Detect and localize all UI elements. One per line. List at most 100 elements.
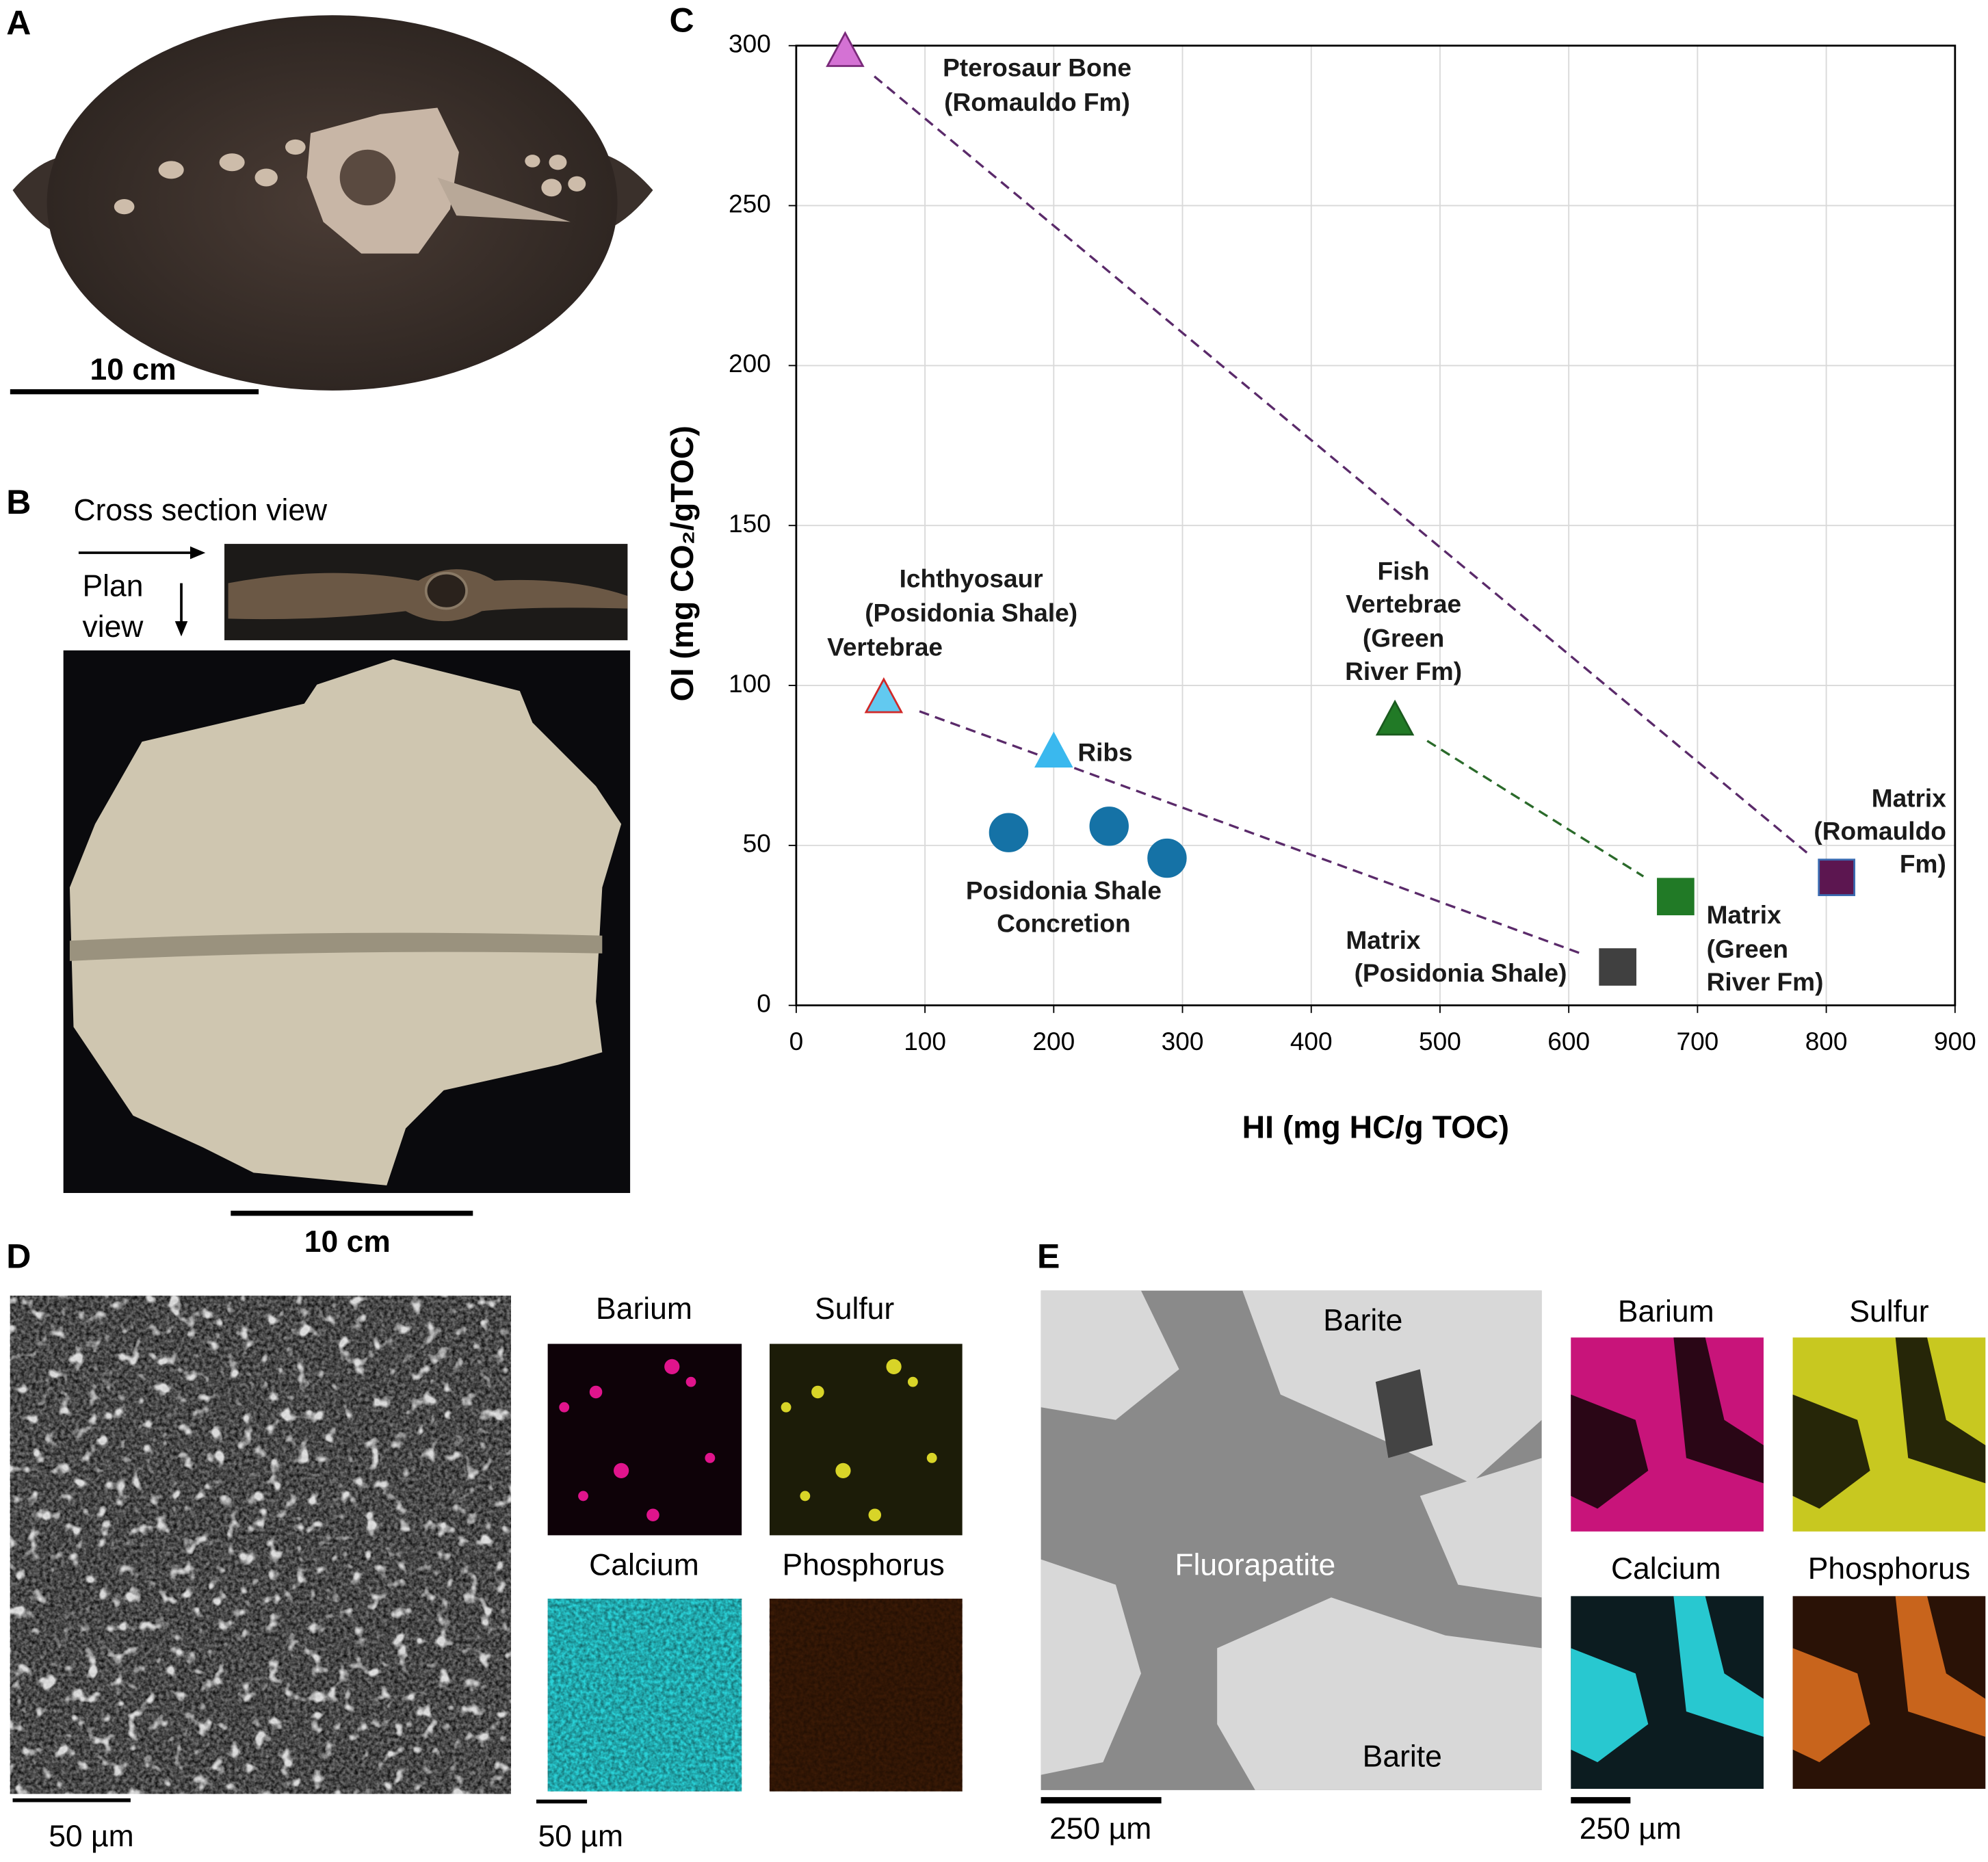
y-tick-label: 250 xyxy=(729,189,771,218)
panel-b: B Cross section view Plan view 10 cm xyxy=(6,483,631,1259)
point-label: Ribs xyxy=(1077,738,1132,767)
arrow-head xyxy=(174,621,188,637)
point-label: Fish xyxy=(1378,557,1430,586)
scale-label: 50 µm xyxy=(49,1820,133,1853)
panel-d: D 50 µm Barium Sulfur Calcium Phosphorus… xyxy=(6,1237,963,1853)
x-tick-label: 200 xyxy=(1032,1027,1075,1055)
point-label: (Romauldo Fm) xyxy=(944,88,1130,116)
panel-a: A 10 cm xyxy=(6,3,653,395)
view-label: Plan xyxy=(82,570,143,603)
map-calcium-texture xyxy=(547,1599,742,1792)
mineral-label: Fluorapatite xyxy=(1175,1548,1335,1582)
map-calcium-bright xyxy=(1571,1596,1764,1763)
map-label: Barium xyxy=(1618,1295,1714,1328)
panel-letter: E xyxy=(1037,1237,1060,1276)
map-sulfur-dark xyxy=(1792,1337,1986,1509)
map-label: Sulfur xyxy=(1849,1295,1928,1328)
x-tick-label: 800 xyxy=(1805,1027,1848,1055)
map-label: Sulfur xyxy=(815,1292,894,1326)
circle-marker xyxy=(1089,807,1129,846)
point-label: Posidonia Shale xyxy=(966,876,1162,905)
x-tick-label: 600 xyxy=(1547,1027,1590,1055)
point-label: River Fm) xyxy=(1707,967,1824,996)
scale-label: 50 µm xyxy=(538,1820,623,1853)
triangle-marker xyxy=(864,677,904,713)
map-label: Calcium xyxy=(589,1548,699,1582)
point-label: (Posidonia Shale) xyxy=(865,599,1077,627)
point-label: Vertebrae xyxy=(827,633,943,661)
point-label: Ichthyosaur xyxy=(900,564,1043,593)
sem-barite xyxy=(10,1296,511,1794)
view-label: view xyxy=(82,610,144,644)
x-tick-label: 100 xyxy=(904,1027,946,1055)
point-label: Concretion xyxy=(997,909,1131,938)
trend-line xyxy=(1426,739,1645,878)
panel-letter: A xyxy=(6,3,31,42)
cross-section-vertebra xyxy=(424,571,468,610)
panel-letter: D xyxy=(6,1237,31,1276)
y-tick-label: 0 xyxy=(757,988,771,1017)
map-barium-specks xyxy=(559,1359,716,1521)
map-phosphorus-bright xyxy=(1792,1596,1986,1763)
view-label: Cross section view xyxy=(73,494,328,527)
scale-label: 10 cm xyxy=(90,353,176,386)
map-barium-dark xyxy=(1571,1337,1764,1509)
triangle-marker xyxy=(1034,731,1073,768)
photo-bone xyxy=(437,177,571,222)
point-label: River Fm) xyxy=(1345,657,1462,685)
point-label: Matrix xyxy=(1872,783,1947,812)
plot-frame xyxy=(795,44,1957,1007)
square-marker xyxy=(1818,858,1855,896)
map-label: Barium xyxy=(596,1292,692,1326)
y-axis-title: OI (mg CO₂/gTOC) xyxy=(664,425,700,701)
y-tick-label: 50 xyxy=(743,829,771,858)
x-tick-label: 900 xyxy=(1934,1027,1976,1055)
point-label: (Green xyxy=(1363,624,1444,653)
photo-nodules xyxy=(114,139,586,215)
panel-e: E Barite Fluorapatite Barite 250 µm Bari… xyxy=(1037,1237,1986,1846)
square-marker xyxy=(1657,878,1695,916)
map-label: Phosphorus xyxy=(782,1548,944,1582)
point-label: (Posidonia Shale) xyxy=(1355,958,1567,987)
plan-view-slab xyxy=(69,659,622,1185)
map-sulfur xyxy=(769,1343,963,1536)
map-label: Phosphorus xyxy=(1808,1552,1970,1586)
map-barium xyxy=(547,1343,742,1536)
point-label: Vertebrae xyxy=(1346,590,1461,618)
map-phosphorus-texture xyxy=(769,1599,963,1792)
triangle-marker xyxy=(826,31,865,67)
x-tick-label: 300 xyxy=(1162,1027,1204,1055)
panel-letter: B xyxy=(6,483,31,521)
point-label: (Green xyxy=(1707,934,1788,963)
x-tick-label: 0 xyxy=(789,1027,804,1055)
panel-c: C 0 100 200 300 400 500 600 700 800 900 0 50 100 150 2… xyxy=(664,1,1976,1145)
x-axis-title: HI (mg HC/g TOC) xyxy=(1242,1110,1509,1145)
mineral-label: Barite xyxy=(1323,1304,1402,1337)
y-tick-label: 100 xyxy=(729,669,771,698)
mineral-label: Barite xyxy=(1363,1740,1442,1773)
panel-letter: C xyxy=(670,1,694,40)
point-label: (Romauldo xyxy=(1814,816,1946,845)
sem-pit xyxy=(1375,1369,1433,1458)
photo-vertebra xyxy=(339,149,396,206)
point-label: Fm) xyxy=(1900,850,1946,878)
arrow-head xyxy=(189,546,206,560)
map-label: Calcium xyxy=(1611,1552,1721,1586)
trend-line xyxy=(919,710,1583,956)
scale-label: 250 µm xyxy=(1580,1812,1682,1846)
circle-marker xyxy=(989,813,1029,852)
scale-label: 10 cm xyxy=(304,1225,391,1259)
y-tick-label: 150 xyxy=(729,509,771,538)
point-label: Matrix xyxy=(1346,926,1421,954)
trend-line xyxy=(874,75,1808,854)
point-label: Matrix xyxy=(1707,900,1782,929)
triangle-marker xyxy=(1375,699,1415,736)
y-tick-label: 300 xyxy=(729,29,771,58)
x-tick-label: 400 xyxy=(1290,1027,1333,1055)
circle-marker xyxy=(1147,838,1187,878)
x-tick-label: 500 xyxy=(1419,1027,1461,1055)
point-label: Pterosaur Bone xyxy=(943,53,1132,82)
x-tick-label: 700 xyxy=(1676,1027,1718,1055)
